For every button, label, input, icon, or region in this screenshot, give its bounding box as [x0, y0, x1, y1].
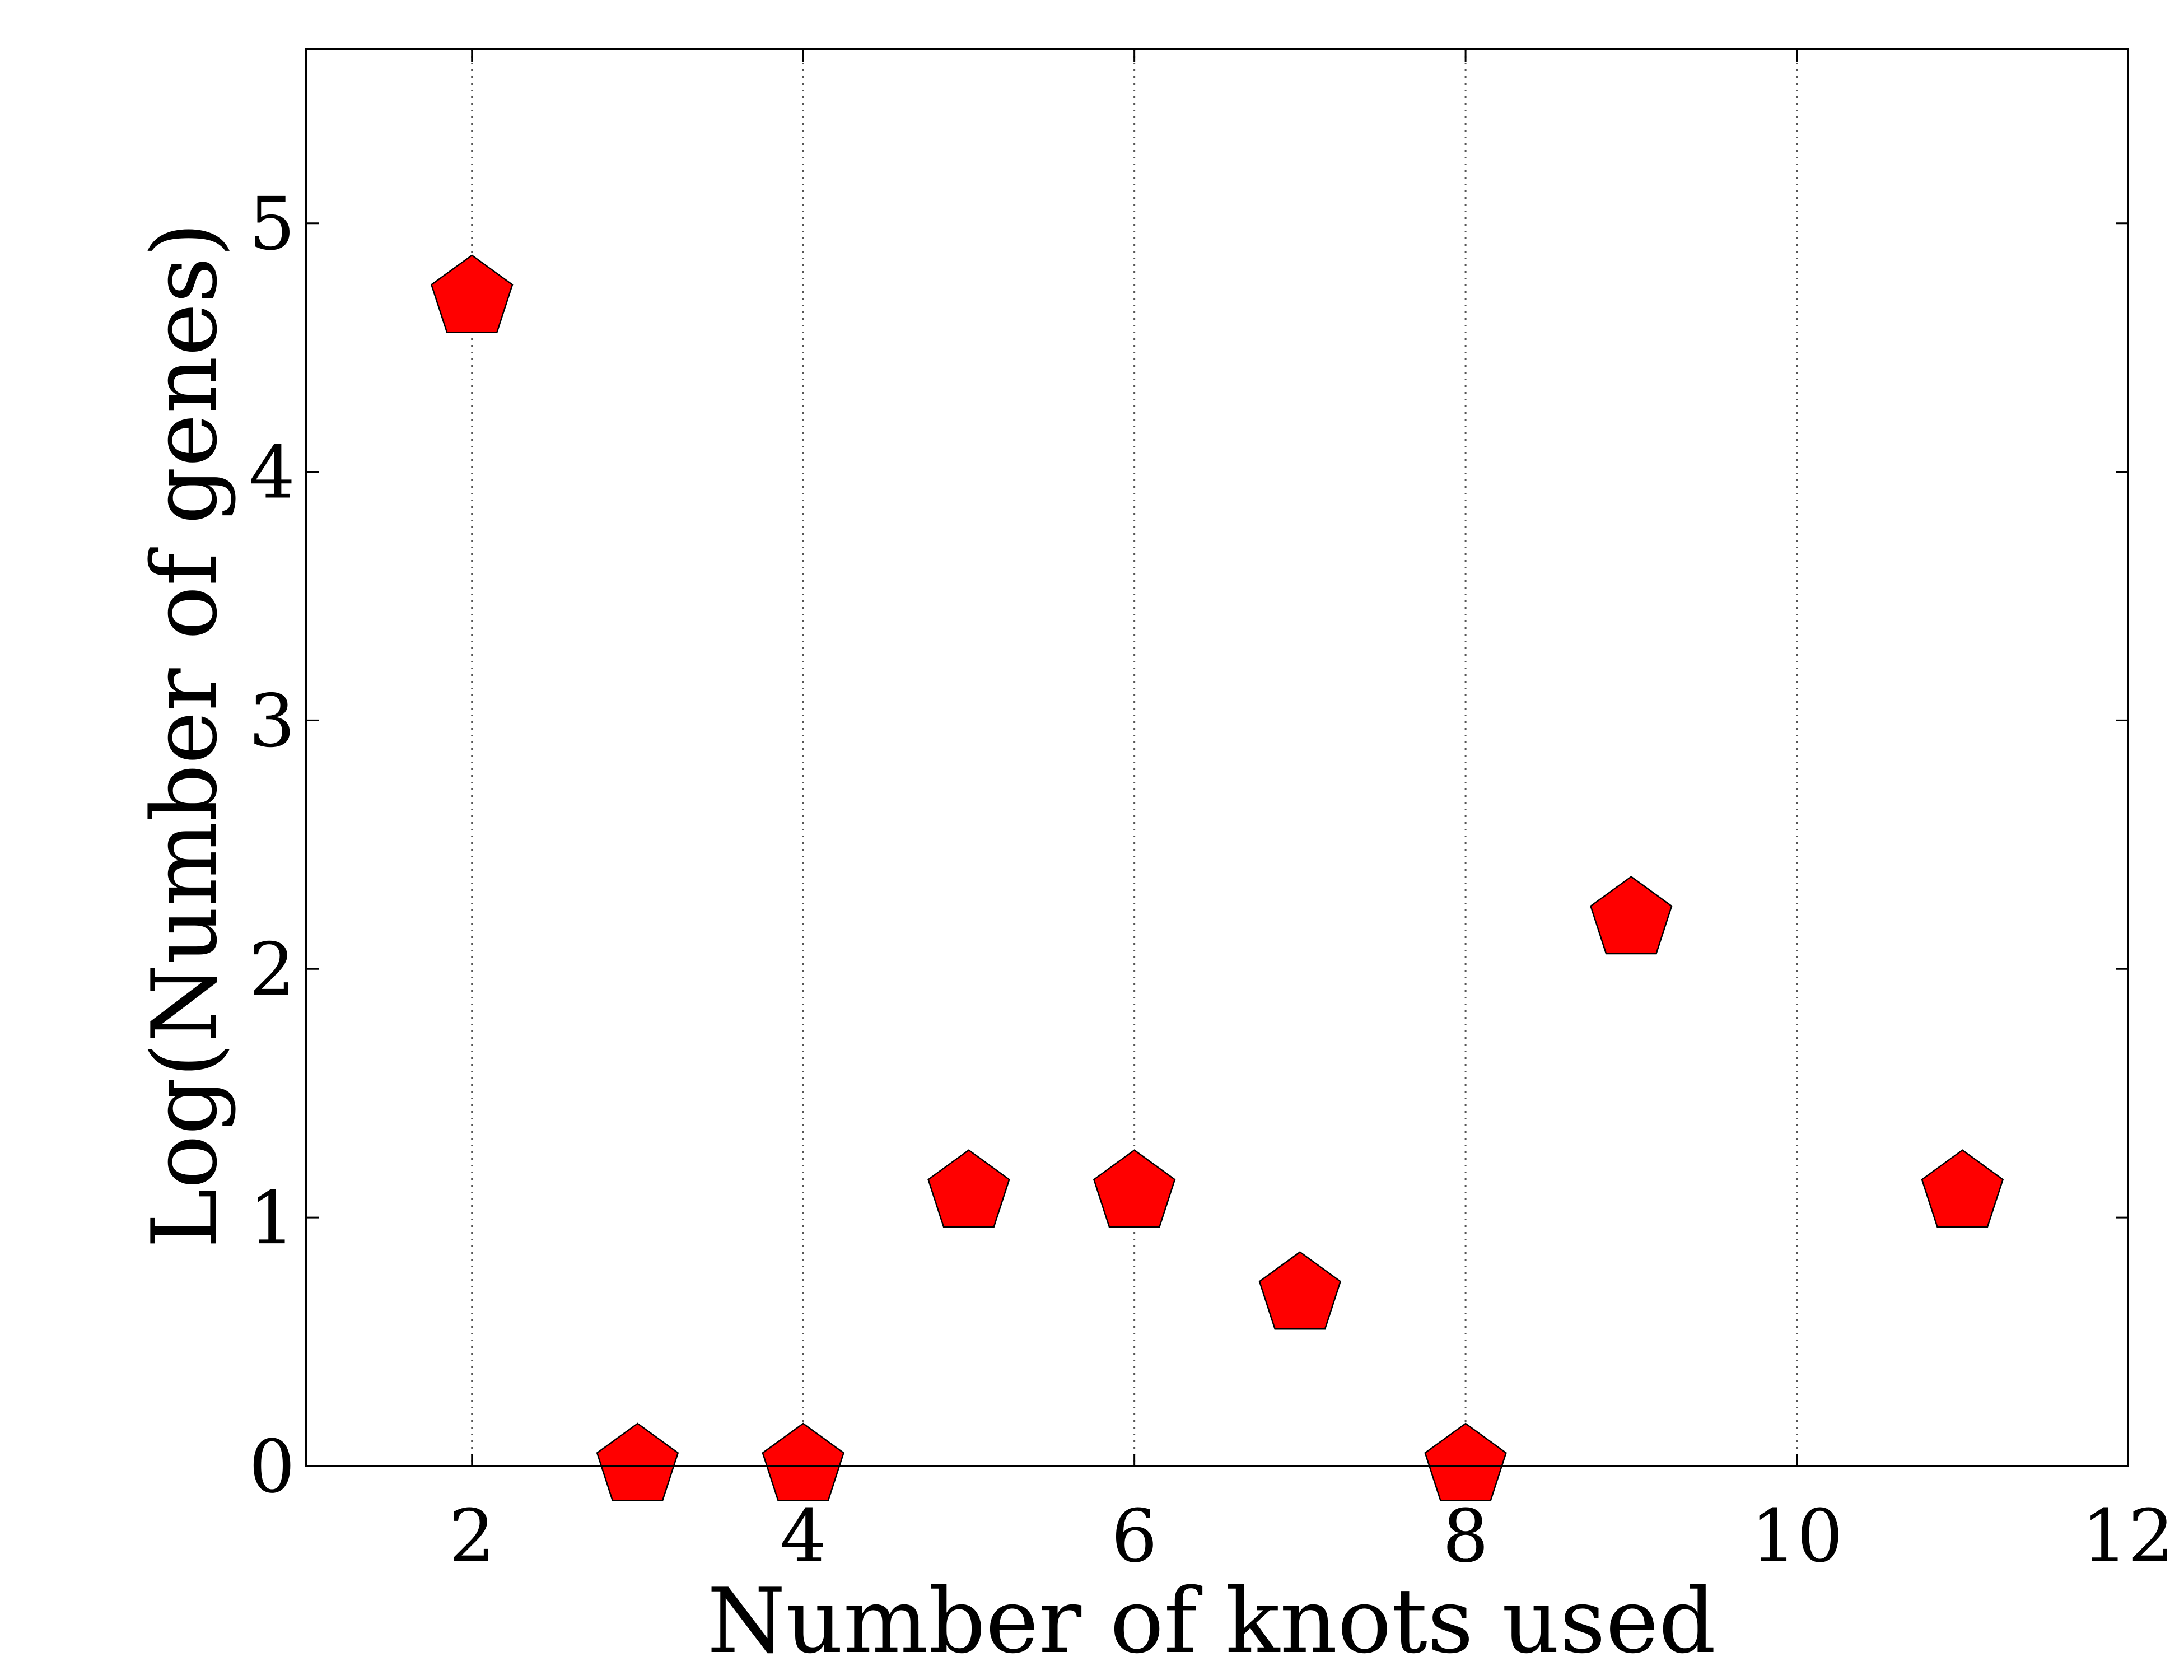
data-point-marker	[1424, 1422, 1507, 1501]
data-point-marker	[1921, 1149, 2004, 1228]
data-point-marker	[1258, 1251, 1342, 1330]
x-tick-label: 6	[1111, 1494, 1158, 1579]
data-point-marker	[1093, 1149, 1176, 1228]
data-point-marker	[762, 1422, 844, 1501]
y-tick-label: 5	[249, 181, 295, 267]
x-tick-label: 8	[1443, 1494, 1489, 1579]
x-tick-label: 12	[2082, 1494, 2174, 1579]
y-axis-label: Log(Number of genes)	[132, 222, 237, 1248]
axis-ticks	[306, 49, 2129, 1467]
y-tick-label: 4	[249, 430, 295, 515]
grid-lines	[471, 49, 1798, 1466]
y-tick-label: 3	[249, 678, 295, 763]
x-tick-label: 10	[1751, 1494, 1843, 1579]
data-point-marker	[1590, 875, 1673, 955]
y-tick-label: 1	[249, 1175, 295, 1261]
data-point-marker	[927, 1149, 1010, 1228]
x-tick-label: 4	[780, 1494, 827, 1579]
data-point-marker	[596, 1422, 679, 1501]
y-tick-label: 0	[249, 1424, 295, 1509]
plot-frame	[305, 48, 2129, 1467]
data-point-marker	[430, 254, 514, 333]
data-points	[430, 254, 2004, 1501]
x-axis-label: Number of knots used	[707, 1569, 1716, 1673]
y-tick-label: 2	[249, 927, 295, 1012]
x-tick-label: 2	[449, 1494, 495, 1579]
